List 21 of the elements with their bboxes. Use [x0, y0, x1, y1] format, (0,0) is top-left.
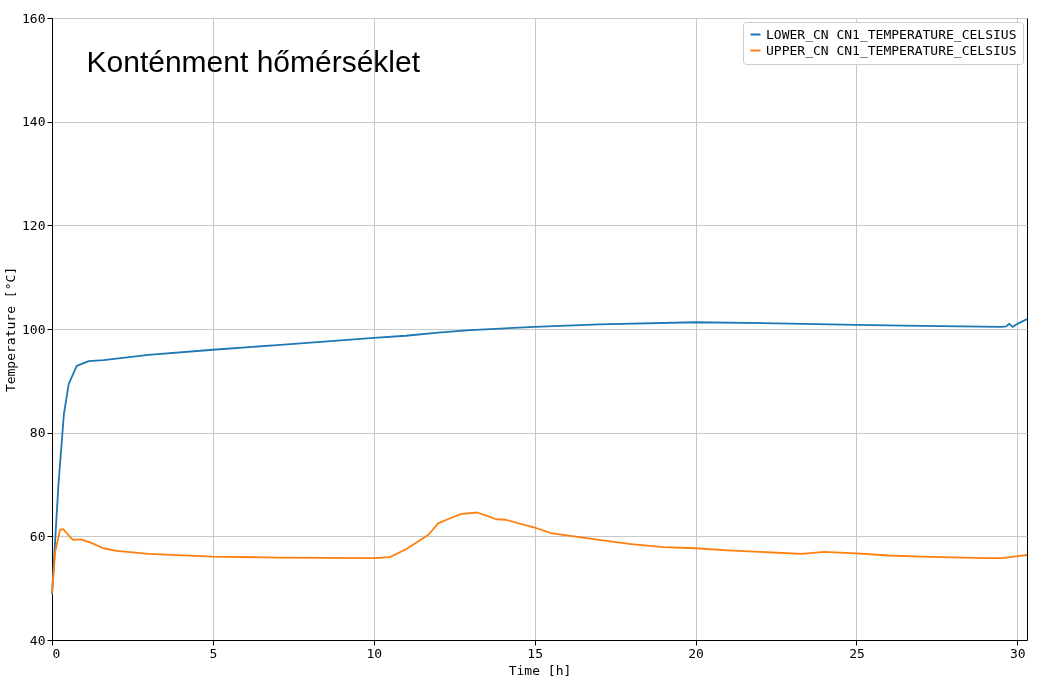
- y-tick-label: 160: [22, 10, 46, 26]
- x-tick-label: 10: [366, 645, 383, 661]
- line-series: [51, 318, 1028, 596]
- y-tick-label: 60: [29, 528, 46, 544]
- x-tick-label: 20: [688, 645, 704, 661]
- y-axis-title: Temperature [°C]: [3, 266, 19, 393]
- legend-label: UPPER_CN CN1_TEMPERATURE_CELSIUS: [766, 42, 1017, 58]
- y-tick-label: 140: [22, 114, 46, 130]
- x-tick-label: 25: [849, 645, 865, 661]
- y-tick-label: 80: [29, 425, 46, 441]
- legend-label: LOWER_CN CN1_TEMPERATURE_CELSIUS: [766, 26, 1017, 42]
- x-tick-label: 30: [1010, 645, 1026, 661]
- y-tick-label: 40: [29, 632, 46, 648]
- x-axis-title: Time [h]: [508, 662, 572, 678]
- x-tick-label: 15: [527, 645, 543, 661]
- y-tick-label: 100: [22, 321, 46, 337]
- line-series: [51, 511, 1028, 595]
- x-tick-label: 5: [209, 645, 218, 661]
- x-tick-label: 0: [52, 645, 61, 661]
- y-tick-label: 120: [22, 217, 46, 233]
- text: Konténment hőmérséklet: [86, 45, 421, 78]
